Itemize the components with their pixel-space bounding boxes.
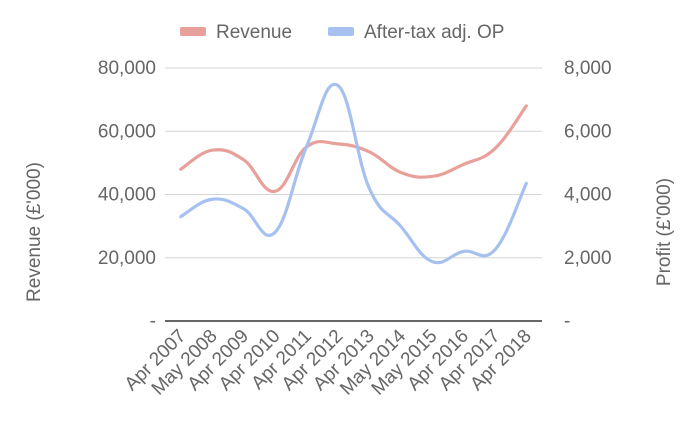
right-axis-ticks: - 2,000 4,000 6,000 8,000 (564, 58, 612, 332)
series-line (179, 104, 528, 193)
right-axis-title: Profit (£'000) (654, 178, 675, 286)
left-tick-label: 60,000 (98, 121, 156, 142)
right-tick-label: - (564, 311, 570, 332)
right-tick-label: 8,000 (564, 58, 612, 79)
right-tick-label: 2,000 (564, 248, 612, 269)
legend-swatch (328, 27, 354, 36)
left-axis-ticks: - 20,000 40,000 60,000 80,000 (98, 58, 156, 332)
left-axis-title: Revenue (£'000) (24, 162, 45, 302)
right-tick-label: 6,000 (564, 121, 612, 142)
legend-label: After-tax adj. OP (364, 22, 504, 43)
legend-label: Revenue (216, 22, 292, 43)
left-tick-label: 20,000 (98, 248, 156, 269)
legend-swatch (180, 27, 206, 36)
left-tick-label: - (150, 311, 156, 332)
left-tick-label: 40,000 (98, 185, 156, 206)
right-tick-label: 4,000 (564, 185, 612, 206)
legend-item: After-tax adj. OP (328, 22, 504, 43)
legend: Revenue After-tax adj. OP (180, 22, 504, 43)
series-after-tax-adj-op (179, 82, 528, 265)
series-layer (179, 82, 528, 265)
series-revenue (179, 104, 528, 193)
left-tick-label: 80,000 (98, 58, 156, 79)
grid-lines (165, 67, 542, 322)
series-line (179, 82, 528, 265)
legend-item: Revenue (180, 22, 292, 43)
